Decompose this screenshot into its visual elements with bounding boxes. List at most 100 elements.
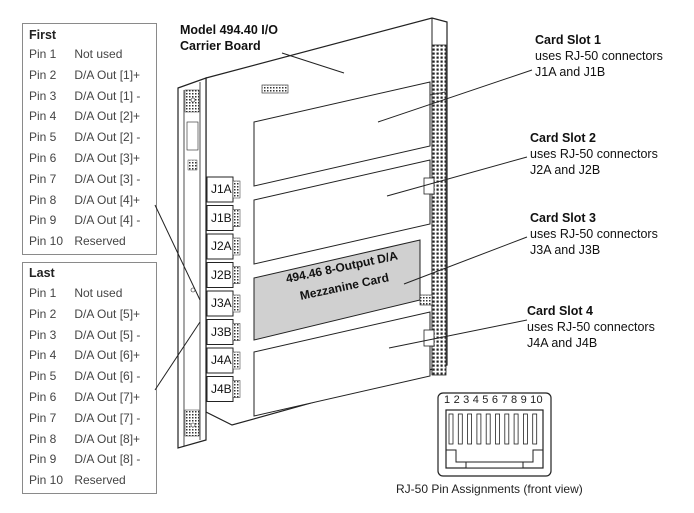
pin-row: Pin 4 D/A Out [2]+ xyxy=(29,109,140,123)
pin-description: Reserved xyxy=(74,234,126,249)
connector-label: J3B xyxy=(211,324,232,339)
pin-number: Pin 1 xyxy=(29,47,57,61)
connector-pins xyxy=(232,180,241,199)
rj50-contact xyxy=(504,413,510,445)
pin-number: Pin 5 xyxy=(29,130,57,145)
pin-number: Pin 3 xyxy=(29,88,57,103)
pin-number: Pin 4 xyxy=(29,109,57,124)
rj50-caption: RJ-50 Pin Assignments (front view) xyxy=(396,482,583,496)
connector-label: J2A xyxy=(211,239,232,253)
connector-label: J4A xyxy=(211,353,232,367)
pin-description: D/A Out [8]+ xyxy=(74,431,141,446)
rj50-contact xyxy=(485,413,491,445)
pin-row: Pin 2 D/A Out [1]+ xyxy=(29,68,140,82)
pin-row: Pin 5 D/A Out [6] - xyxy=(29,369,140,383)
pin-row: Pin 6 D/A Out [3]+ xyxy=(29,151,140,165)
pin-row: Pin 7 D/A Out [7] - xyxy=(29,411,140,425)
pin-description: D/A Out [5]+ xyxy=(74,306,141,321)
pin-description: D/A Out [8] - xyxy=(74,452,141,467)
slot-4-title: Card Slot 4 xyxy=(527,304,593,318)
pin-number: Pin 1 xyxy=(29,286,57,300)
card-slot-4 xyxy=(253,311,431,417)
pin-number: Pin 8 xyxy=(29,192,57,207)
pin-number: Pin 7 xyxy=(29,410,57,425)
slot-3-title: Card Slot 3 xyxy=(530,211,596,225)
pin-row: Pin 8 D/A Out [8]+ xyxy=(29,432,140,446)
pin-description: D/A Out [2] - xyxy=(74,130,141,145)
connector-label: J1A xyxy=(211,182,232,196)
board-title-line1: Model 494.40 I/O xyxy=(180,23,278,37)
pin-description: Not used xyxy=(74,286,123,300)
pin-number: Pin 5 xyxy=(29,369,57,384)
pin-number: Pin 3 xyxy=(29,327,57,342)
pin-description: D/A Out [7] - xyxy=(74,410,141,425)
pin-description: Not used xyxy=(74,47,123,61)
slot-3-line2: J3A and J3B xyxy=(530,243,601,257)
last-table-title: Last xyxy=(29,266,55,280)
pin-row: Pin 10 Reserved xyxy=(29,234,126,248)
slot-2-title: Card Slot 2 xyxy=(530,131,596,145)
pin-description: D/A Out [4] - xyxy=(74,213,141,228)
slot-4-line1: uses RJ-50 connectors xyxy=(527,320,655,334)
pin-row: Pin 3 D/A Out [5] - xyxy=(29,328,140,342)
pin-number: Pin 2 xyxy=(29,67,57,82)
connector-pins xyxy=(232,323,241,341)
pin-row: Pin 2 D/A Out [5]+ xyxy=(29,307,140,321)
rj50-connector xyxy=(206,376,234,402)
pin-row: Pin 4 D/A Out [6]+ xyxy=(29,348,140,362)
pin-description: D/A Out [6] - xyxy=(74,369,141,384)
pin-description: D/A Out [7]+ xyxy=(74,390,141,404)
first-table-title: First xyxy=(29,28,57,42)
pin-row: Pin 8 D/A Out [4]+ xyxy=(29,193,140,207)
connector-label: J1B xyxy=(211,210,232,225)
pin-number: Pin 10 xyxy=(29,234,64,249)
slot-3-line1: uses RJ-50 connectors xyxy=(530,227,658,241)
pin-description: D/A Out [1] - xyxy=(74,88,141,103)
pin-number: Pin 6 xyxy=(29,151,57,165)
connector-pins xyxy=(232,351,241,370)
pin-number: Pin 7 xyxy=(29,171,57,186)
pin-description: D/A Out [4]+ xyxy=(74,192,141,207)
board-component xyxy=(261,84,289,94)
pin-row: Pin 1 Not used xyxy=(29,47,122,61)
connector-label: J3A xyxy=(211,296,232,310)
rj50-jack-drawing xyxy=(437,392,552,477)
pin-description: D/A Out [6]+ xyxy=(74,348,141,363)
connector-label: J2B xyxy=(211,267,232,282)
rj50-contact xyxy=(495,413,500,445)
slot-1-line1: uses RJ-50 connectors xyxy=(535,49,663,63)
connector-pins xyxy=(232,237,241,256)
rj50-connector xyxy=(206,233,234,260)
first-pin-table: First Pin 1 Not used Pin 2 D/A Out [1]+ Pi… xyxy=(22,23,157,255)
connector-pins xyxy=(232,380,241,398)
connector-pins xyxy=(232,294,241,313)
pin-row: Pin 5 D/A Out [2] - xyxy=(29,130,140,144)
pin-description: Reserved xyxy=(74,473,126,488)
slot-2-line1: uses RJ-50 connectors xyxy=(530,147,658,161)
board-title-line2: Carrier Board xyxy=(180,39,261,53)
slot-4-line2: J4A and J4B xyxy=(527,336,598,350)
pin-number: Pin 9 xyxy=(29,452,57,467)
rj50-connector xyxy=(206,205,234,231)
pin-number: Pin 6 xyxy=(29,390,57,404)
rj50-pin-numbers: 1 2 3 4 5 6 7 8 9 10 xyxy=(444,394,543,406)
pin-number: Pin 9 xyxy=(29,213,57,228)
connector-pins xyxy=(232,266,241,284)
slot-1-line2: J1A and J1B xyxy=(535,65,606,79)
pin-number: Pin 8 xyxy=(29,431,57,446)
rj50-connector xyxy=(206,262,234,288)
pin-row: Pin 7 D/A Out [3] - xyxy=(29,172,140,186)
rj50-contact xyxy=(457,413,463,445)
pin-row: Pin 9 D/A Out [4] - xyxy=(29,213,140,227)
card-slot-1 xyxy=(253,81,431,187)
slot-1-title: Card Slot 1 xyxy=(535,33,601,47)
pin-number: Pin 4 xyxy=(29,348,57,363)
pin-row: Pin 1 Not used xyxy=(29,286,122,300)
pin-row: Pin 10 Reserved xyxy=(29,473,126,487)
rj50-connector xyxy=(206,176,234,203)
rj50-connector xyxy=(206,347,234,374)
rj50-contact xyxy=(532,413,538,445)
pin-description: D/A Out [3]+ xyxy=(74,151,141,165)
last-pin-table: Last Pin 1 Not used Pin 2 D/A Out [5]+ Pin… xyxy=(22,262,157,494)
